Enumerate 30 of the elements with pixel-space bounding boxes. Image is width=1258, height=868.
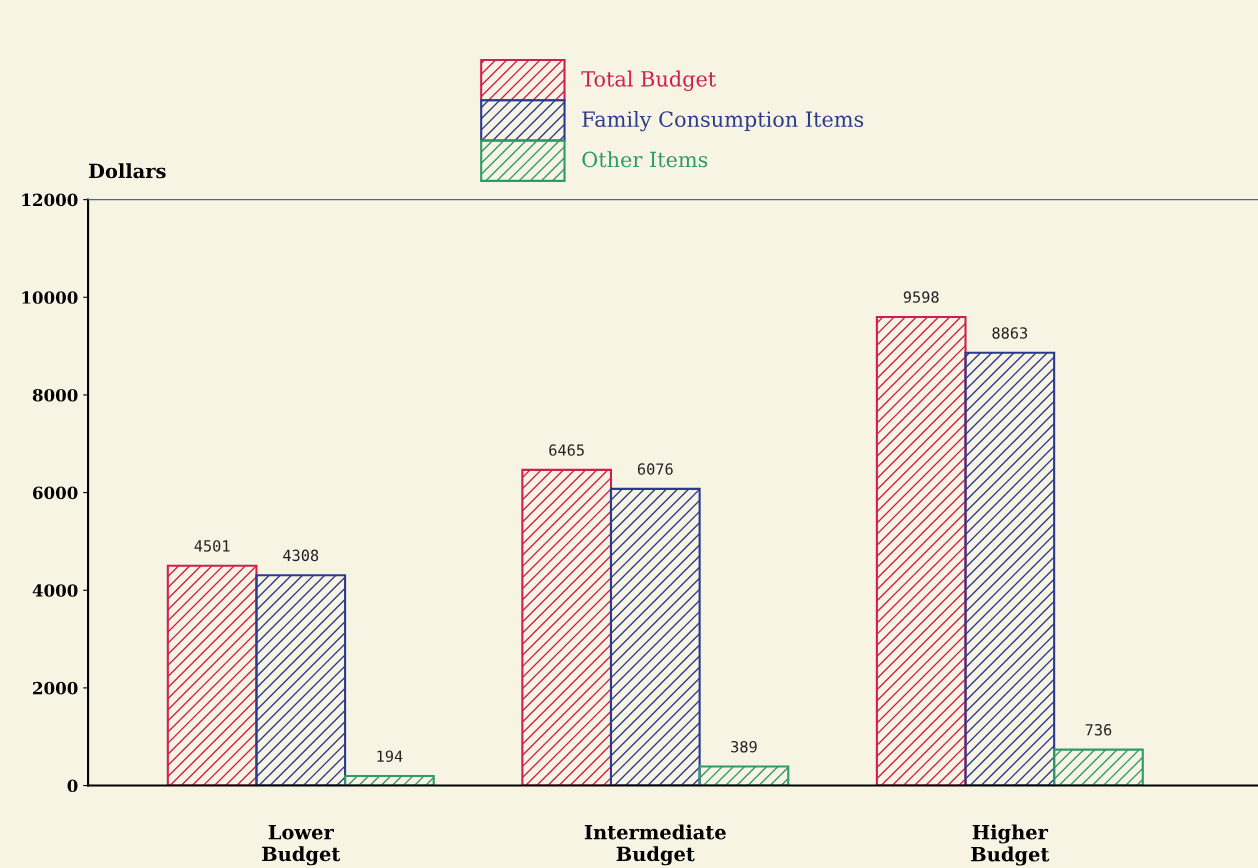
y-axis-title: Dollars (88, 163, 166, 179)
bar (521, 468, 613, 786)
x-tick-label: Lower Budget (262, 825, 341, 866)
bar (609, 487, 701, 786)
bar (875, 315, 967, 786)
y-tick-label: 12000 (22, 193, 78, 207)
y-tick-label: 4000 (32, 584, 78, 597)
bar (1053, 748, 1144, 786)
data-label: 4501 (194, 540, 230, 552)
x-tick-label: Higher Budget (971, 824, 1050, 866)
y-tick-label: 0 (67, 779, 78, 793)
data-label: 8863 (992, 327, 1028, 339)
y-tick-label: 10000 (22, 291, 78, 304)
bar (964, 351, 1056, 786)
legend-label: Total Budget (581, 70, 717, 92)
y-tick-label: 6000 (33, 486, 78, 500)
data-label: 194 (377, 750, 403, 762)
data-label: 6076 (637, 463, 673, 475)
x-tick-label: Intermediate Budget (584, 824, 726, 866)
data-label: 736 (1085, 723, 1112, 736)
data-label: 389 (731, 740, 757, 753)
y-tick-label: 2000 (33, 681, 78, 695)
data-label: 4308 (283, 549, 319, 562)
legend-label: Other Items (582, 151, 708, 168)
bar (166, 564, 258, 786)
legend-label: Family Consumption Items (582, 110, 864, 132)
y-tick-label: 8000 (32, 388, 78, 402)
data-label: 9598 (903, 291, 939, 303)
bar (255, 574, 347, 786)
data-label: 6465 (549, 444, 584, 456)
